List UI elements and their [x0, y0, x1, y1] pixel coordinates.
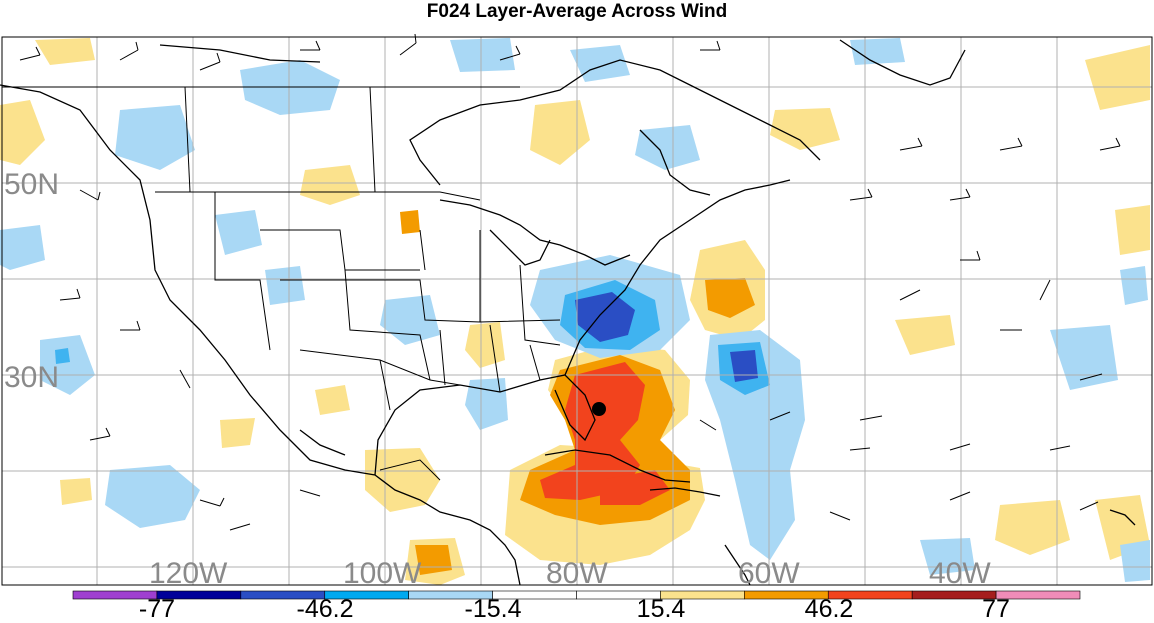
colorbar-label-77: 77 — [982, 595, 1010, 623]
storm-center-dot — [592, 402, 606, 416]
map-title: F024 Layer-Average Across Wind — [426, 1, 728, 22]
lon-label-120w: 120W — [149, 557, 228, 590]
colorbar-segment — [995, 590, 1081, 600]
colorbar-label-15: 15.4 — [636, 595, 686, 623]
colorbar-label-neg15: -15.4 — [464, 595, 522, 623]
colorbar-label-46: 46.2 — [804, 595, 854, 623]
lon-label-100w: 100W — [343, 557, 422, 590]
lon-label-60w: 60W — [738, 557, 800, 590]
political-borders — [2, 86, 561, 481]
wind-barbs — [19, 33, 1121, 531]
colorbar-label-neg46: -46.2 — [296, 595, 354, 623]
map-frame — [1, 36, 1153, 586]
lon-label-80w: 80W — [546, 557, 608, 590]
colorbar-label-neg77: -77 — [138, 595, 176, 623]
lat-label-50n: 50N — [4, 168, 59, 201]
lat-label-30n: 30N — [4, 361, 59, 394]
lon-label-40w: 40W — [929, 557, 991, 590]
colorbar — [72, 590, 1081, 600]
